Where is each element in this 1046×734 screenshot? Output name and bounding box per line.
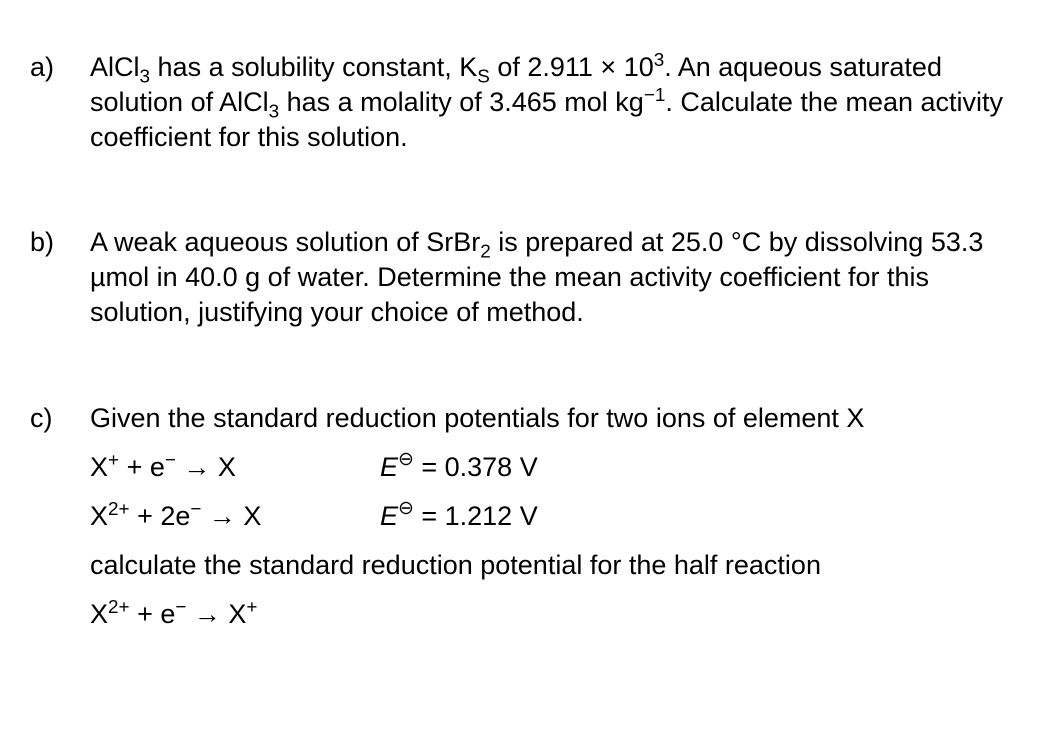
text: of [490, 52, 528, 82]
text: 3.465 mol kg [489, 87, 644, 117]
equation-2-lhs: X2+ + 2e− → X [90, 499, 380, 534]
text: → X [176, 452, 236, 482]
equation-3: X2+ + e− → X+ [90, 597, 1016, 632]
text: X [90, 452, 108, 482]
problem-a-label: a) [30, 50, 90, 85]
superscript: − [190, 499, 201, 520]
E-symbol: E [380, 452, 398, 482]
text: AlCl [90, 52, 140, 82]
equation-1: X+ + e− → X E⊖ = 0.378 V [90, 450, 1016, 485]
text: A weak aqueous solution of [90, 227, 426, 257]
intro-text: Given the standard reduction potentials … [90, 401, 1016, 436]
text: + e [130, 599, 176, 629]
text: in [149, 262, 185, 292]
superscript: − [175, 597, 186, 618]
superscript: 2+ [108, 499, 130, 520]
problem-c-label: c) [30, 401, 90, 436]
problem-b-content: A weak aqueous solution of SrBr2 is prep… [90, 225, 1016, 330]
superscript: −1 [644, 85, 666, 106]
equation-1-lhs: X+ + e− → X [90, 450, 380, 485]
text: 25.0 °C [671, 227, 761, 257]
equation-1-rhs: E⊖ = 0.378 V [380, 450, 538, 485]
text: has a solubility constant, [150, 52, 459, 82]
text: 40.0 g [185, 262, 260, 292]
E-symbol: E [380, 501, 398, 531]
subscript: 2 [480, 242, 491, 263]
problem-c-content: Given the standard reduction potentials … [90, 401, 1016, 632]
problem-a: a) AlCl3 has a solubility constant, KS o… [30, 50, 1016, 155]
superscript: + [108, 450, 119, 471]
text: X [90, 501, 108, 531]
superscript: 3 [654, 50, 665, 71]
text: by dissolving [761, 227, 931, 257]
equation-2-rhs: E⊖ = 1.212 V [380, 499, 538, 534]
text: = 1.212 V [414, 501, 538, 531]
text: is prepared at [491, 227, 671, 257]
problem-a-content: AlCl3 has a solubility constant, KS of 2… [90, 50, 1016, 155]
equation-2: X2+ + 2e− → X E⊖ = 1.212 V [90, 499, 1016, 534]
superscript: − [165, 450, 176, 471]
subscript: 3 [269, 101, 280, 122]
text: X [90, 599, 108, 629]
text: = 0.378 V [414, 452, 538, 482]
mid-text: calculate the standard reduction potenti… [90, 548, 1016, 583]
superscript: + [246, 597, 257, 618]
subscript: 3 [140, 66, 151, 87]
problem-b-label: b) [30, 225, 90, 260]
text: SrBr [426, 227, 480, 257]
text: AlCl [219, 87, 269, 117]
problem-c: c) Given the standard reduction potentia… [30, 401, 1016, 632]
text: → X [201, 501, 261, 531]
text: → X [186, 599, 246, 629]
text: 2.911 × 10 [527, 52, 653, 82]
subscript: S [477, 66, 490, 87]
problem-b: b) A weak aqueous solution of SrBr2 is p… [30, 225, 1016, 330]
text: + e [119, 452, 165, 482]
superscript: 2+ [108, 597, 130, 618]
text: has a molality of [279, 87, 489, 117]
text: K [459, 52, 477, 82]
text: + 2e [130, 501, 191, 531]
